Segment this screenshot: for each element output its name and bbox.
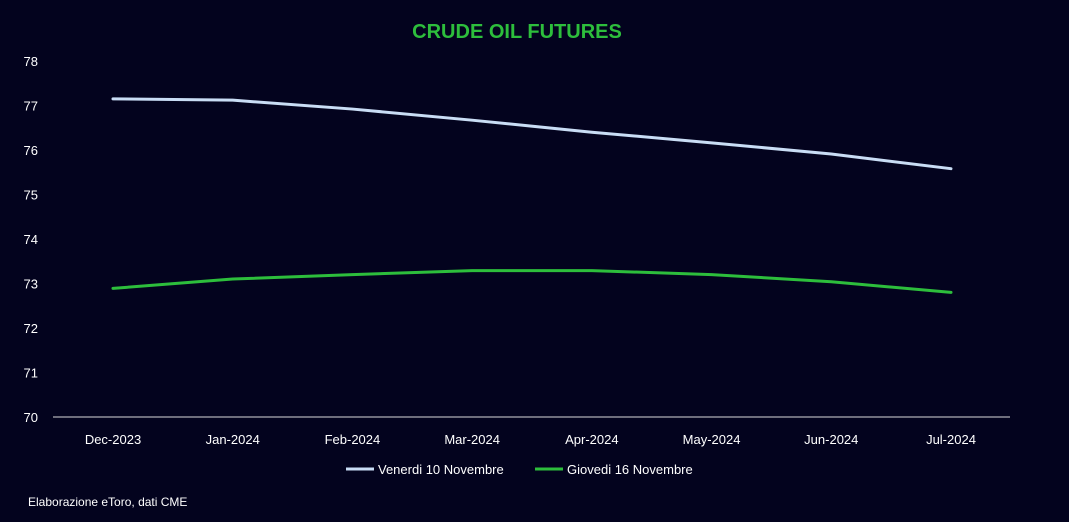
legend: Venerdi 10 Novembre Giovedi 16 Novembre (346, 462, 693, 477)
x-tick-label: May-2024 (683, 432, 741, 447)
legend-label-1: Venerdi 10 Novembre (378, 462, 504, 477)
chart-title: CRUDE OIL FUTURES (412, 21, 622, 43)
x-tick-label: Jul-2024 (926, 432, 976, 447)
y-tick-label: 76 (24, 143, 38, 158)
x-tick-label: Jan-2024 (206, 432, 260, 447)
y-tick-label: 74 (24, 232, 38, 247)
y-tick-label: 75 (24, 188, 38, 203)
source-note: Elaborazione eToro, dati CME (28, 495, 188, 509)
y-axis-labels: 70 71 72 73 74 75 76 77 78 (24, 54, 38, 425)
x-tick-label: Mar-2024 (444, 432, 500, 447)
legend-label-2: Giovedi 16 Novembre (567, 462, 693, 477)
y-tick-label: 78 (24, 54, 38, 69)
x-tick-label: Dec-2023 (85, 432, 141, 447)
y-tick-label: 73 (24, 277, 38, 292)
series-line-2 (111, 269, 953, 294)
y-tick-label: 71 (24, 366, 38, 381)
y-tick-label: 70 (24, 410, 38, 425)
x-tick-label: Apr-2024 (565, 432, 618, 447)
x-axis-labels: Dec-2023 Jan-2024 Feb-2024 Mar-2024 Apr-2024… (85, 432, 976, 447)
y-tick-label: 72 (24, 321, 38, 336)
y-tick-label: 77 (24, 99, 38, 114)
series-line-1 (111, 97, 953, 171)
x-tick-label: Jun-2024 (804, 432, 858, 447)
x-tick-label: Feb-2024 (325, 432, 381, 447)
series-lines (111, 97, 953, 294)
